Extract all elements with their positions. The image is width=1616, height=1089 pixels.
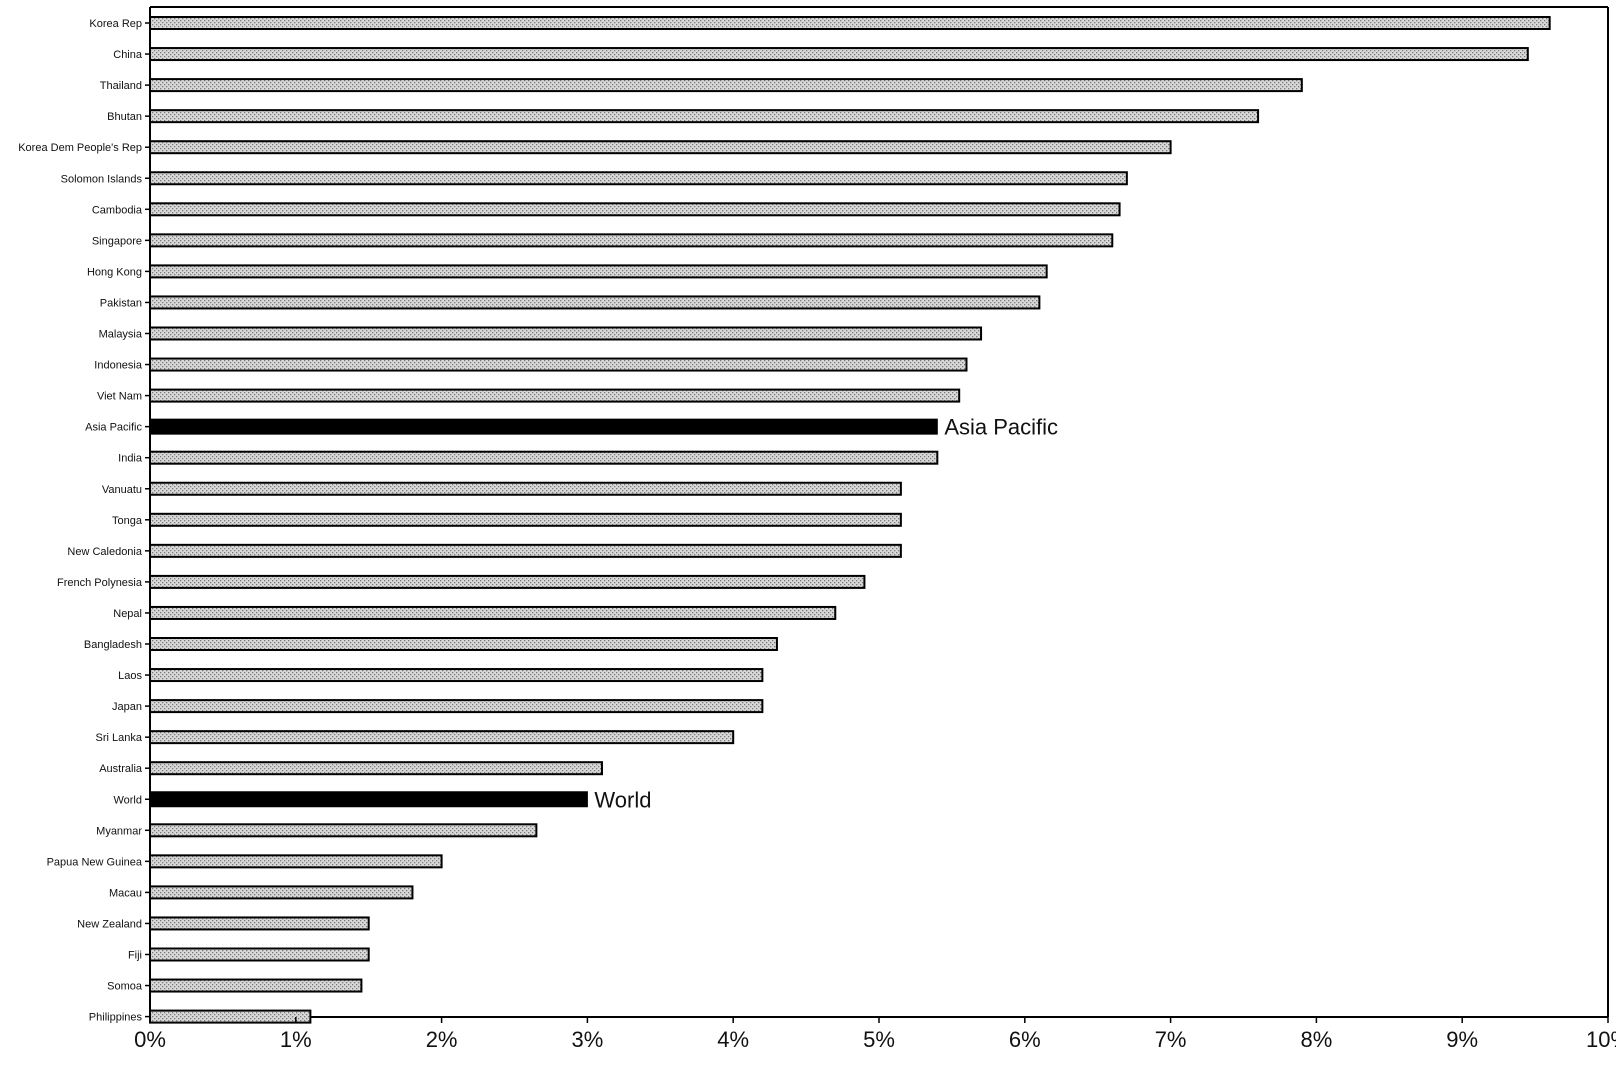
bar-vanuatu bbox=[149, 481, 902, 496]
category-label-china: China bbox=[113, 49, 143, 61]
category-label-asia-pacific: Asia Pacific bbox=[85, 422, 142, 434]
category-label-pakistan: Pakistan bbox=[100, 297, 142, 309]
category-label-australia: Australia bbox=[99, 763, 143, 775]
bar-china bbox=[149, 47, 1529, 62]
x-tick-label-4: 4% bbox=[717, 1027, 749, 1052]
category-label-french-polynesia: French Polynesia bbox=[57, 577, 143, 589]
x-tick-label-10: 10% bbox=[1586, 1027, 1616, 1052]
bar-new-caledonia bbox=[149, 543, 902, 558]
bar-tonga bbox=[149, 512, 902, 527]
category-label-cambodia: Cambodia bbox=[92, 204, 143, 216]
category-label-papua-new-guinea: Papua New Guinea bbox=[47, 856, 143, 868]
bar-hong-kong bbox=[149, 264, 1048, 279]
bar-asia-pacific bbox=[149, 418, 938, 435]
category-label-philippines: Philippines bbox=[89, 1012, 143, 1024]
bar-korea-dem-people-s-rep bbox=[149, 140, 1172, 155]
bar-philippines bbox=[149, 1009, 312, 1024]
bar-macau bbox=[149, 885, 414, 900]
category-label-vanuatu: Vanuatu bbox=[102, 484, 142, 496]
category-label-indonesia: Indonesia bbox=[94, 360, 143, 372]
x-tick-label-3: 3% bbox=[572, 1027, 604, 1052]
bar-singapore bbox=[149, 233, 1114, 248]
bar-fiji bbox=[149, 947, 370, 962]
bar-pakistan bbox=[149, 295, 1041, 310]
category-label-bhutan: Bhutan bbox=[107, 111, 142, 123]
bar-india bbox=[149, 450, 939, 465]
bar-bangladesh bbox=[149, 637, 778, 651]
bar-somoa bbox=[149, 978, 363, 993]
x-tick-label-2: 2% bbox=[426, 1027, 458, 1052]
bar-laos bbox=[149, 668, 764, 683]
category-label-new-caledonia: New Caledonia bbox=[67, 546, 142, 558]
category-label-viet-nam: Viet Nam bbox=[97, 391, 142, 403]
bar-nepal bbox=[149, 605, 837, 620]
category-label-hong-kong: Hong Kong bbox=[87, 266, 142, 278]
bar-thailand bbox=[149, 78, 1303, 93]
category-label-sri-lanka: Sri Lanka bbox=[96, 732, 143, 744]
bar-papua-new-guinea bbox=[149, 854, 443, 869]
bar-malaysia bbox=[149, 326, 983, 341]
x-tick-label-8: 8% bbox=[1301, 1027, 1333, 1052]
bar-bhutan bbox=[149, 109, 1260, 124]
category-label-thailand: Thailand bbox=[100, 80, 142, 92]
x-tick-label-1: 1% bbox=[280, 1027, 312, 1052]
category-label-malaysia: Malaysia bbox=[99, 329, 143, 341]
x-tick-label-0: 0% bbox=[134, 1027, 166, 1052]
annotation-asia-pacific: Asia Pacific bbox=[944, 415, 1058, 440]
x-tick-label-5: 5% bbox=[863, 1027, 895, 1052]
bar-new-zealand bbox=[149, 916, 370, 931]
category-label-macau: Macau bbox=[109, 887, 142, 899]
x-tick-label-7: 7% bbox=[1155, 1027, 1187, 1052]
bar-french-polynesia bbox=[149, 574, 866, 589]
category-label-korea-rep: Korea Rep bbox=[89, 18, 142, 30]
bar-indonesia bbox=[149, 357, 968, 372]
bar-cambodia bbox=[149, 202, 1121, 217]
bar-solomon-islands bbox=[149, 171, 1128, 186]
x-tick-label-6: 6% bbox=[1009, 1027, 1041, 1052]
category-label-india: India bbox=[118, 453, 143, 465]
category-label-fiji: Fiji bbox=[128, 950, 142, 962]
bar-world bbox=[149, 791, 588, 808]
category-label-japan: Japan bbox=[112, 701, 142, 713]
category-label-world: World bbox=[113, 794, 142, 806]
bar-myanmar bbox=[149, 823, 538, 838]
category-label-somoa: Somoa bbox=[107, 981, 143, 993]
category-label-korea-dem-people-s-rep: Korea Dem People's Rep bbox=[18, 142, 142, 154]
bar-australia bbox=[149, 761, 603, 776]
category-label-bangladesh: Bangladesh bbox=[84, 639, 142, 651]
annotation-world: World bbox=[594, 787, 651, 812]
category-label-singapore: Singapore bbox=[92, 235, 142, 247]
category-label-solomon-islands: Solomon Islands bbox=[61, 173, 143, 185]
category-label-laos: Laos bbox=[118, 670, 142, 682]
category-label-nepal: Nepal bbox=[113, 608, 142, 620]
category-label-tonga: Tonga bbox=[112, 515, 143, 527]
bar-viet-nam bbox=[149, 388, 961, 403]
category-label-new-zealand: New Zealand bbox=[77, 918, 142, 930]
bar-sri-lanka bbox=[149, 730, 735, 745]
bar-japan bbox=[149, 699, 764, 714]
category-label-myanmar: Myanmar bbox=[96, 825, 142, 837]
x-tick-label-9: 9% bbox=[1446, 1027, 1478, 1052]
bar-korea-rep bbox=[149, 16, 1551, 30]
